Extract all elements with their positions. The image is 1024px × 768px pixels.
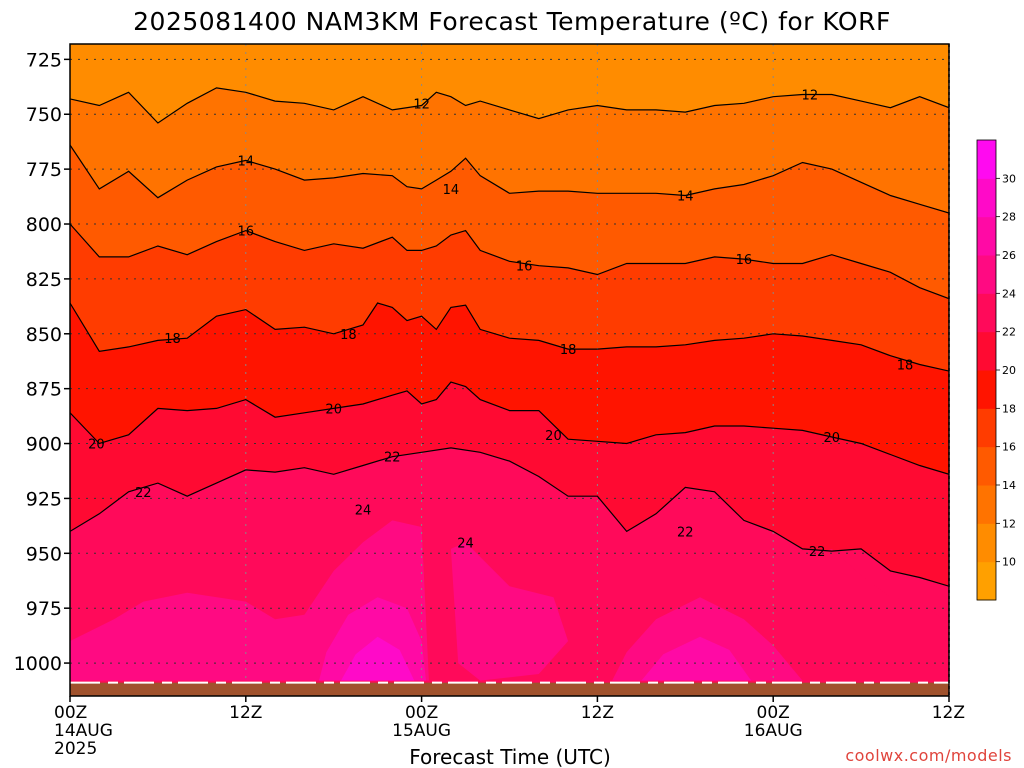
- isotherm-22: [70, 447, 949, 587]
- isotherm-16: [70, 223, 949, 300]
- contour-label-20: 20: [325, 402, 342, 417]
- contour-label-24: 24: [457, 536, 474, 551]
- contour-label-16: 16: [238, 225, 255, 240]
- y-axis: 725 750 775 800 825 850 875 900 925 950 975 1000: [14, 49, 70, 675]
- isotherm-20: [70, 381, 949, 475]
- y-tick-label-1000: 1000: [14, 653, 62, 675]
- y-tick-label-975: 975: [26, 598, 62, 620]
- colorbar-label-26: 26: [1002, 249, 1016, 262]
- warm-lobe-day2b-core: [641, 636, 752, 681]
- y-tick-label-725: 725: [26, 49, 62, 71]
- colorbar-swatch-2: [977, 485, 996, 524]
- contour-label-20: 20: [545, 429, 562, 444]
- contour-label-18: 18: [340, 328, 357, 343]
- contour-label-18: 18: [164, 332, 181, 347]
- x-tick-label-0-3: 2025: [54, 739, 97, 759]
- chart-title: 2025081400 NAM3KM Forecast Temperature (…: [133, 7, 891, 36]
- colorbar-label-10: 10: [1002, 556, 1016, 569]
- isotherm-14: [70, 144, 949, 214]
- x-tick-label-60-1: 12Z: [932, 703, 965, 723]
- contour-label-20: 20: [824, 431, 841, 446]
- colorbar-swatch-3: [977, 446, 996, 486]
- contour-label-12: 12: [413, 97, 430, 112]
- contour-label-22: 22: [809, 545, 826, 560]
- y-tick-label-750: 750: [26, 104, 62, 126]
- contour-label-18: 18: [897, 359, 914, 374]
- y-tick-label-775: 775: [26, 159, 62, 181]
- contour-label-16: 16: [516, 260, 533, 275]
- y-tick-label-800: 800: [26, 214, 62, 236]
- colorbar-legend: 10 12 14 16 18 20 22 24 26 28 30: [976, 139, 1016, 601]
- x-tick-label-24-2: 15AUG: [392, 721, 451, 741]
- colorbar-label-24: 24: [1002, 287, 1016, 300]
- y-tick-label-825: 825: [26, 269, 62, 291]
- y-tick-label-925: 925: [26, 488, 62, 510]
- colorbar-swatch-1: [977, 523, 996, 563]
- contour-label-14: 14: [677, 189, 694, 204]
- warm-pocket-east: [802, 548, 949, 681]
- colorbar-swatch-5: [977, 370, 996, 409]
- terrain-fill: [70, 682, 949, 696]
- x-tick-label-48-2: 16AUG: [744, 721, 803, 741]
- x-tick-label-48-1: 00Z: [757, 703, 790, 723]
- colorbar-label-28: 28: [1002, 211, 1016, 224]
- contour-label-24: 24: [355, 503, 372, 518]
- terrain-surface: [70, 681, 949, 696]
- x-tick-label-36-1: 12Z: [581, 703, 614, 723]
- warm-lobe-day2: [450, 542, 569, 681]
- x-tick-label-24-1: 00Z: [405, 703, 438, 723]
- contour-label-22: 22: [135, 486, 152, 501]
- y-tick-label-850: 850: [26, 324, 62, 346]
- colorbar-label-30: 30: [1002, 172, 1016, 185]
- x-tick-label-0-1: 00Z: [54, 703, 87, 723]
- contour-label-22: 22: [384, 451, 401, 466]
- warm-lobe-day1-peak: [341, 636, 415, 681]
- contour-label-14: 14: [443, 183, 460, 198]
- colorbar-label-12: 12: [1002, 517, 1016, 530]
- plot-area: [70, 44, 949, 696]
- isotherm-18: [70, 302, 949, 372]
- colorbar-label-14: 14: [1002, 479, 1016, 492]
- contour-label-12: 12: [802, 88, 819, 103]
- colorbar-label-16: 16: [1002, 441, 1016, 454]
- colorbar-swatch-4: [977, 408, 996, 448]
- colorbar-swatch-8: [977, 255, 996, 294]
- colorbar-swatch-11: [977, 140, 996, 179]
- colorbar-label-18: 18: [1002, 402, 1016, 415]
- contour-label-14: 14: [238, 154, 255, 169]
- colorbar-swatch-0: [977, 561, 996, 601]
- colorbar-label-20: 20: [1002, 364, 1016, 377]
- colorbar-swatch-9: [977, 216, 996, 256]
- isotherm-12: [70, 87, 949, 124]
- y-tick-label-950: 950: [26, 543, 62, 565]
- x-tick-label-0-2: 14AUG: [54, 721, 113, 741]
- colorbar-swatch-6: [977, 331, 996, 371]
- isotherm-contours: 12 12 14 14 14 16 16 16 18 18 18 18 20 20 20 20 22 22 22 22…: [70, 87, 949, 587]
- y-tick-label-900: 900: [26, 434, 62, 456]
- credit-link[interactable]: coolwx.com/models: [845, 746, 1012, 765]
- y-tick-label-875: 875: [26, 379, 62, 401]
- contour-label-16: 16: [736, 253, 753, 268]
- x-axis-label: Forecast Time (UTC): [409, 745, 611, 768]
- contour-label-22: 22: [677, 525, 694, 540]
- colorbar-label-22: 22: [1002, 326, 1016, 339]
- colorbar-swatch-10: [977, 178, 996, 218]
- contour-label-18: 18: [560, 343, 577, 358]
- colorbar-swatch-7: [977, 293, 996, 333]
- x-tick-label-12-1: 12Z: [229, 703, 262, 723]
- contour-label-20: 20: [88, 438, 105, 453]
